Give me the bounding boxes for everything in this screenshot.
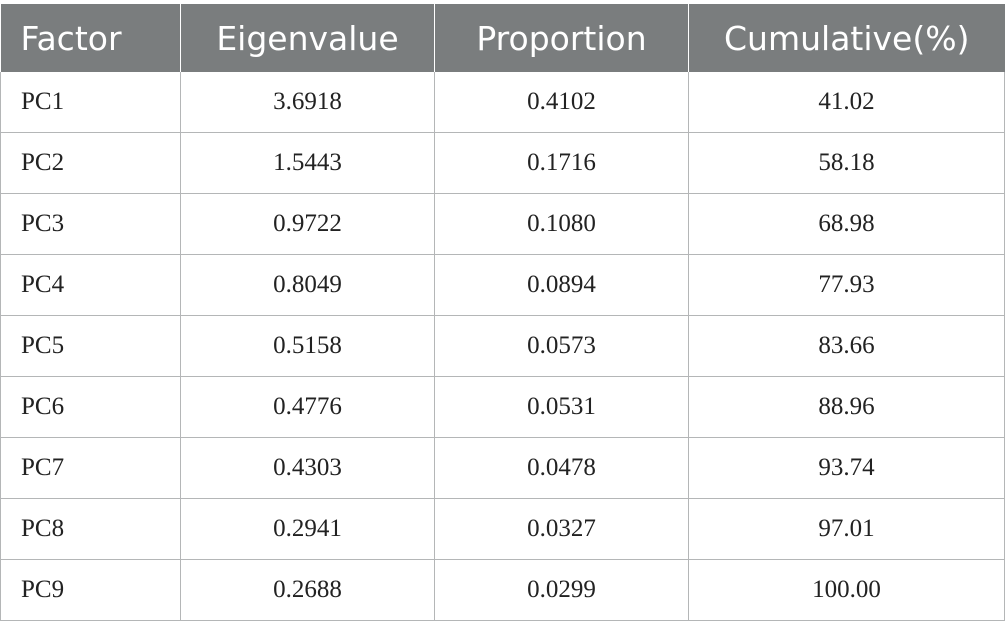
- factor-cell: PC7: [0, 437, 181, 499]
- proportion-cell: 0.4102: [434, 72, 689, 133]
- eigenvalue-cell: 0.4776: [180, 376, 435, 438]
- header-factor: Factor: [0, 4, 181, 72]
- cumulative-cell: 88.96: [688, 376, 1005, 438]
- table-row: PC2 1.5443 0.1716 58.18: [0, 132, 1005, 194]
- cumulative-cell: 77.93: [688, 254, 1005, 316]
- cumulative-cell: 97.01: [688, 498, 1005, 560]
- header-proportion: Proportion: [434, 4, 689, 72]
- table-row: PC4 0.8049 0.0894 77.93: [0, 254, 1005, 316]
- proportion-cell: 0.0573: [434, 315, 689, 377]
- eigenvalue-cell: 0.9722: [180, 193, 435, 255]
- factor-cell: PC6: [0, 376, 181, 438]
- header-cumulative: Cumulative(%): [688, 4, 1005, 72]
- table-row: PC9 0.2688 0.0299 100.00: [0, 559, 1005, 621]
- eigenvalue-cell: 0.4303: [180, 437, 435, 499]
- eigenvalue-table: Factor Eigenvalue Proportion Cumulative(…: [0, 4, 1005, 621]
- cumulative-cell: 100.00: [688, 559, 1005, 621]
- cumulative-cell: 58.18: [688, 132, 1005, 194]
- header-row: Factor Eigenvalue Proportion Cumulative(…: [0, 4, 1005, 72]
- header-eigenvalue: Eigenvalue: [180, 4, 435, 72]
- table-row: PC8 0.2941 0.0327 97.01: [0, 498, 1005, 560]
- table-row: PC7 0.4303 0.0478 93.74: [0, 437, 1005, 499]
- factor-cell: PC3: [0, 193, 181, 255]
- eigenvalue-table-container: Factor Eigenvalue Proportion Cumulative(…: [0, 4, 1005, 621]
- factor-cell: PC2: [0, 132, 181, 194]
- cumulative-cell: 93.74: [688, 437, 1005, 499]
- eigenvalue-cell: 0.2688: [180, 559, 435, 621]
- factor-cell: PC9: [0, 559, 181, 621]
- proportion-cell: 0.0299: [434, 559, 689, 621]
- factor-cell: PC5: [0, 315, 181, 377]
- factor-cell: PC4: [0, 254, 181, 316]
- eigenvalue-cell: 0.8049: [180, 254, 435, 316]
- table-row: PC6 0.4776 0.0531 88.96: [0, 376, 1005, 438]
- proportion-cell: 0.0327: [434, 498, 689, 560]
- eigenvalue-cell: 1.5443: [180, 132, 435, 194]
- table-row: PC5 0.5158 0.0573 83.66: [0, 315, 1005, 377]
- proportion-cell: 0.0478: [434, 437, 689, 499]
- table-row: PC1 3.6918 0.4102 41.02: [0, 72, 1005, 133]
- factor-cell: PC8: [0, 498, 181, 560]
- eigenvalue-cell: 3.6918: [180, 72, 435, 133]
- table-body: PC1 3.6918 0.4102 41.02 PC2 1.5443 0.1716 58.18…: [0, 72, 1005, 621]
- table-header: Factor Eigenvalue Proportion Cumulative(…: [0, 4, 1005, 72]
- eigenvalue-cell: 0.2941: [180, 498, 435, 560]
- cumulative-cell: 41.02: [688, 72, 1005, 133]
- eigenvalue-cell: 0.5158: [180, 315, 435, 377]
- cumulative-cell: 83.66: [688, 315, 1005, 377]
- proportion-cell: 0.1716: [434, 132, 689, 194]
- table-row: PC3 0.9722 0.1080 68.98: [0, 193, 1005, 255]
- proportion-cell: 0.0531: [434, 376, 689, 438]
- cumulative-cell: 68.98: [688, 193, 1005, 255]
- proportion-cell: 0.0894: [434, 254, 689, 316]
- proportion-cell: 0.1080: [434, 193, 689, 255]
- factor-cell: PC1: [0, 72, 181, 133]
